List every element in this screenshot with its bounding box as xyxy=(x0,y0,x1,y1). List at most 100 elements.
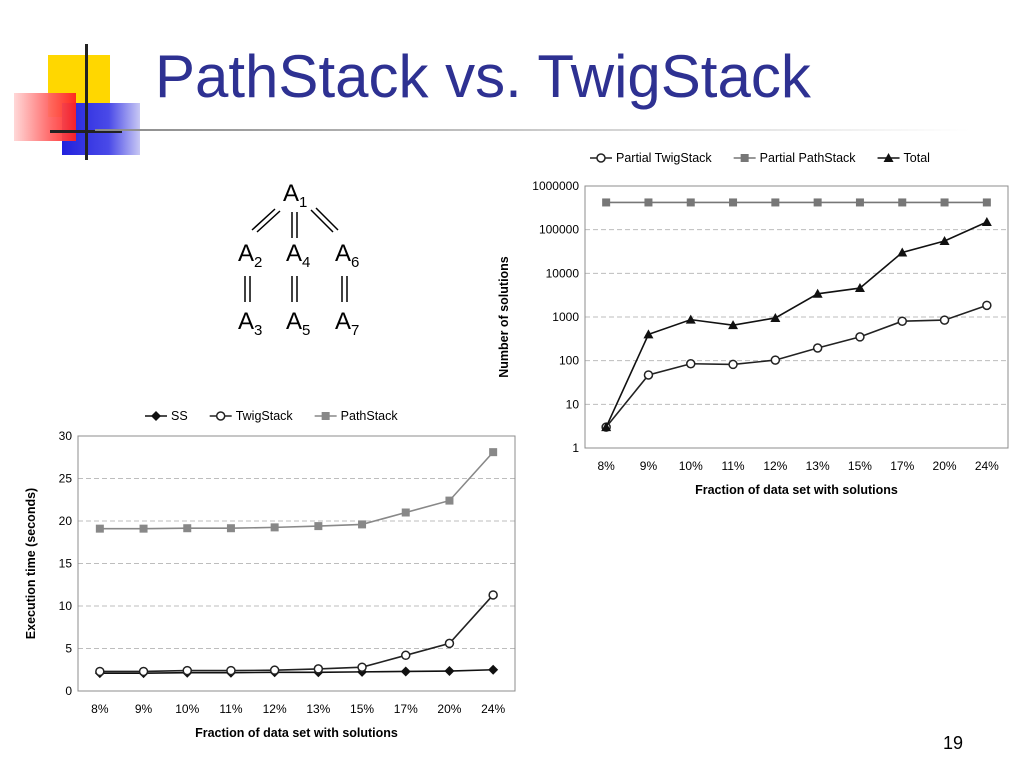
y-tick-label: 100000 xyxy=(539,223,579,237)
data-point xyxy=(812,343,823,353)
x-tick-label: 15% xyxy=(350,702,374,716)
x-tick-label: 13% xyxy=(806,459,830,473)
series-line xyxy=(99,594,494,673)
y-tick-label: 1000000 xyxy=(532,179,579,193)
data-point xyxy=(813,198,822,207)
legend-label: TwigStack xyxy=(236,409,294,423)
x-axis-title: Fraction of data set with solutions xyxy=(195,726,398,740)
data-point xyxy=(981,216,992,226)
data-point xyxy=(897,316,907,326)
data-point xyxy=(445,496,454,505)
data-point xyxy=(897,247,908,257)
data-point xyxy=(95,524,104,533)
x-tick-label: 11% xyxy=(721,459,744,473)
data-point xyxy=(401,650,411,661)
x-tick-label: 20% xyxy=(933,459,957,473)
y-tick-label: 1000 xyxy=(552,310,579,324)
decorative-logo xyxy=(0,0,150,160)
tree-node-a4: A4 xyxy=(286,240,311,271)
x-tick-label: 8% xyxy=(91,702,109,716)
data-point xyxy=(95,666,105,677)
legend-label: Partial TwigStack xyxy=(616,151,712,165)
data-point xyxy=(226,524,235,533)
series-line xyxy=(605,304,988,428)
data-point xyxy=(728,359,738,370)
data-point xyxy=(855,198,864,207)
data-point xyxy=(939,315,950,325)
y-tick-label: 1 xyxy=(572,441,579,455)
data-point xyxy=(270,523,279,532)
y-tick-label: 10000 xyxy=(546,266,580,280)
legend-item: Total xyxy=(877,151,930,165)
legend-marker xyxy=(883,153,894,162)
tree-node-a3: A3 xyxy=(238,308,263,339)
data-point xyxy=(182,665,192,676)
data-point xyxy=(729,198,738,207)
data-point xyxy=(770,355,781,365)
tree-node-a2: A2 xyxy=(238,240,263,271)
tree-node-a7: A7 xyxy=(335,308,360,339)
legend: Partial TwigStack Partial PathStack Total xyxy=(590,151,930,165)
data-point xyxy=(855,332,865,342)
data-point xyxy=(401,508,410,517)
data-point xyxy=(357,662,367,672)
data-point xyxy=(728,320,739,330)
x-tick-label: 15% xyxy=(848,459,872,473)
x-tick-label: 9% xyxy=(135,702,153,716)
series-pathstack xyxy=(95,448,498,533)
y-tick-label: 5 xyxy=(65,642,72,656)
data-point xyxy=(139,524,148,533)
legend-item: TwigStack xyxy=(209,409,294,423)
title-divider xyxy=(95,129,970,131)
y-tick-label: 20 xyxy=(59,514,73,528)
x-tick-label: 12% xyxy=(763,459,787,473)
data-point xyxy=(489,448,498,457)
y-tick-label: 100 xyxy=(559,354,579,368)
legend-label: PathStack xyxy=(341,409,399,423)
data-point xyxy=(138,666,149,677)
x-tick-label: 17% xyxy=(890,459,914,473)
x-axis-title: Fraction of data set with solutions xyxy=(695,483,898,497)
tree-node-a1: A1 xyxy=(283,180,308,211)
legend-marker xyxy=(321,412,330,420)
y-axis-title: Number of solutions xyxy=(497,256,511,378)
data-point xyxy=(686,358,696,369)
legend-marker xyxy=(215,411,226,421)
data-point xyxy=(314,522,323,531)
plot-area xyxy=(584,185,1009,449)
data-point xyxy=(939,236,950,246)
y-tick-label: 25 xyxy=(59,472,73,486)
series-partial-twigstack xyxy=(601,300,992,432)
legend-marker xyxy=(596,153,606,163)
data-point xyxy=(358,520,367,529)
data-point xyxy=(643,329,654,339)
data-point xyxy=(686,198,695,207)
page-number: 19 xyxy=(943,733,964,753)
data-point xyxy=(854,283,865,293)
data-point xyxy=(313,664,324,674)
data-point xyxy=(982,198,991,207)
data-point xyxy=(183,524,192,533)
x-tick-label: 24% xyxy=(975,459,999,473)
series-line xyxy=(99,668,494,674)
x-tick-label: 11% xyxy=(219,702,242,716)
x-tick-label: 20% xyxy=(437,702,461,716)
series-twigstack xyxy=(95,590,498,677)
slide-title: PathStack vs. TwigStack xyxy=(155,43,811,110)
data-point xyxy=(898,198,907,207)
legend-label: Total xyxy=(904,151,930,165)
y-tick-label: 15 xyxy=(59,557,73,571)
x-tick-label: 9% xyxy=(640,459,658,473)
data-point xyxy=(644,198,653,207)
legend-label: Partial PathStack xyxy=(760,151,857,165)
series-line xyxy=(605,221,988,428)
x-tick-label: 12% xyxy=(263,702,287,716)
data-point xyxy=(771,198,780,207)
series-partial-pathstack xyxy=(602,198,991,207)
data-point xyxy=(685,314,696,324)
legend-marker xyxy=(740,154,749,162)
legend: SS TwigStack PathStack xyxy=(145,409,398,423)
tree-node-a6: A6 xyxy=(335,240,360,271)
data-point xyxy=(940,198,949,207)
tree-diagram: A1 A2 A4 A6 A3 A5 A7 xyxy=(225,180,385,350)
